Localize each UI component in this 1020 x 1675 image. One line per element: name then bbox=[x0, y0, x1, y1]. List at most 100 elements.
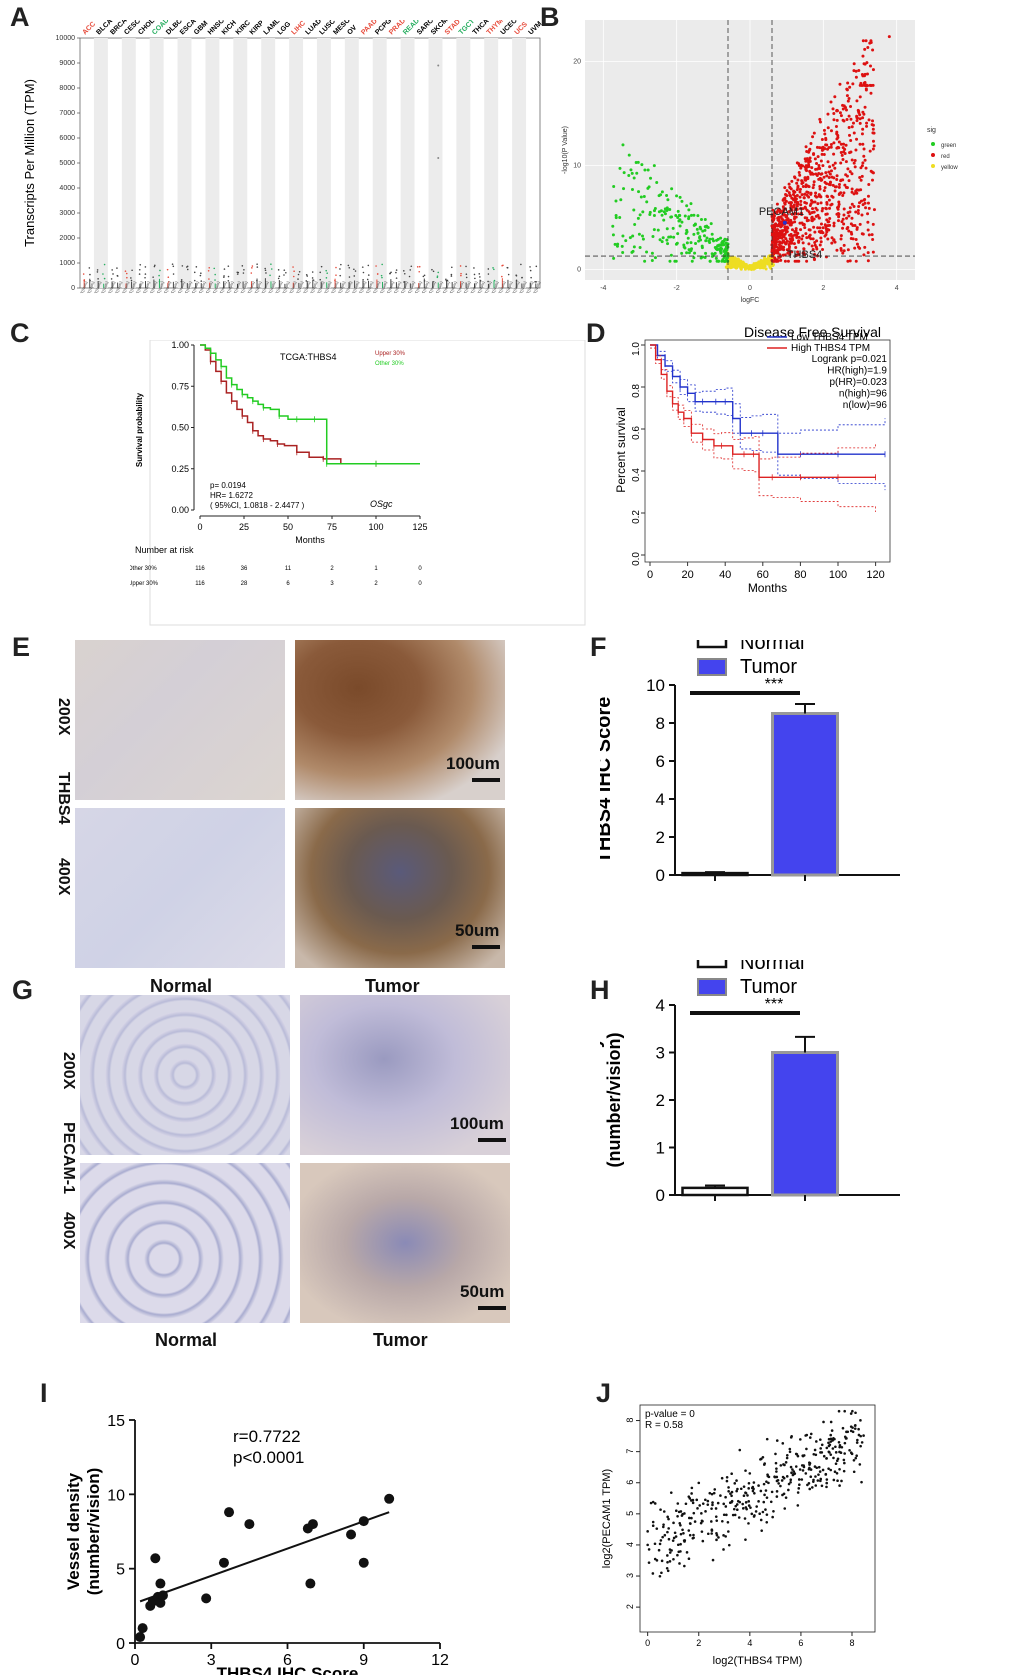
outlier-point bbox=[501, 264, 503, 267]
volcano-point-red bbox=[872, 144, 876, 148]
outlier-point bbox=[529, 266, 531, 268]
legend-stat: p(HR)=0.023 bbox=[829, 377, 887, 388]
x-tick-label: 80 bbox=[794, 569, 806, 581]
outlier-point bbox=[465, 273, 468, 276]
legend-stat: HR(high)=1.9 bbox=[827, 366, 887, 377]
scatter-point bbox=[796, 1454, 800, 1458]
volcano-point-green bbox=[706, 226, 710, 230]
volcano-point-red bbox=[808, 169, 812, 173]
volcano-point-green bbox=[726, 255, 730, 259]
volcano-point-yellow bbox=[763, 256, 767, 260]
scatter-point bbox=[746, 1494, 749, 1497]
scatter-point bbox=[830, 1429, 834, 1432]
scatter-point bbox=[706, 1503, 710, 1506]
row-label-e-400x: 400X bbox=[55, 858, 72, 896]
volcano-point-green bbox=[632, 176, 636, 180]
scatter-point bbox=[841, 1426, 845, 1430]
category-label: KIRC bbox=[235, 20, 252, 36]
scatter-point bbox=[662, 1525, 665, 1529]
volcano-point-red bbox=[871, 131, 875, 135]
panel-label-c: C bbox=[10, 318, 30, 348]
scatter-point bbox=[775, 1490, 779, 1493]
volcano-point-red bbox=[792, 212, 796, 216]
outlier-point bbox=[227, 265, 230, 267]
volcano-point-red bbox=[790, 228, 794, 232]
scatter-point bbox=[697, 1481, 701, 1485]
scatter-point bbox=[765, 1520, 769, 1524]
volcano-point-red bbox=[790, 208, 794, 212]
risk-value: 3 bbox=[330, 581, 334, 587]
volcano-point-red bbox=[819, 240, 823, 244]
volcano-point-red bbox=[855, 114, 859, 118]
outlier-point bbox=[116, 274, 119, 277]
volcano-point-red bbox=[860, 73, 864, 77]
scatter-point bbox=[763, 1493, 766, 1497]
volcano-point-green bbox=[692, 232, 696, 236]
scatter-point bbox=[849, 1451, 853, 1455]
risk-row-label: Other 30% bbox=[130, 566, 157, 572]
volcano-point-green bbox=[659, 209, 663, 213]
volcano-point-red bbox=[800, 193, 804, 197]
x-sublabel: T(num) bbox=[351, 280, 360, 294]
outlier-point bbox=[111, 269, 113, 271]
y-tick-label: 8 bbox=[625, 1418, 635, 1423]
volcano-point-red bbox=[839, 151, 843, 155]
scatter-point bbox=[673, 1531, 677, 1535]
volcano-point-red bbox=[854, 69, 858, 73]
volcano-point-red bbox=[808, 147, 812, 151]
outlier-point bbox=[110, 278, 113, 280]
volcano-point-red bbox=[783, 186, 787, 190]
volcano-point-red bbox=[782, 209, 786, 213]
stat-text: p-value = 0 bbox=[645, 1409, 695, 1420]
scatter-point bbox=[683, 1564, 686, 1568]
volcano-point-red bbox=[797, 171, 801, 175]
volcano-point-red bbox=[841, 146, 845, 150]
scatter-point bbox=[724, 1535, 727, 1538]
scatter-point bbox=[735, 1479, 738, 1482]
volcano-point-green bbox=[639, 195, 643, 199]
volcano-point-red bbox=[869, 169, 873, 173]
volcano-point-red bbox=[839, 247, 843, 251]
volcano-point-red bbox=[864, 88, 868, 92]
volcano-point-red bbox=[777, 255, 781, 259]
y-tick-label: 0 bbox=[71, 285, 75, 292]
outlier-point bbox=[437, 157, 440, 159]
volcano-point-red bbox=[852, 131, 856, 135]
volcano-point-red bbox=[821, 226, 825, 230]
volcano-point-red bbox=[797, 235, 801, 239]
outlier-point bbox=[283, 274, 285, 276]
scatter-point bbox=[793, 1472, 797, 1475]
volcano-point-red bbox=[812, 258, 816, 262]
volcano-point-red bbox=[845, 94, 849, 98]
outlier-point bbox=[242, 272, 245, 274]
scatter-point bbox=[829, 1468, 833, 1472]
scatter-point bbox=[674, 1535, 678, 1538]
volcano-point-green bbox=[699, 227, 703, 231]
scatter-point bbox=[714, 1515, 718, 1518]
volcano-point-green bbox=[655, 181, 659, 185]
outlier-point bbox=[446, 279, 449, 282]
volcano-point-red bbox=[845, 118, 849, 122]
outlier-point bbox=[339, 274, 342, 277]
volcano-point-red bbox=[871, 119, 875, 123]
outlier-point bbox=[487, 273, 490, 275]
volcano-point-red bbox=[856, 209, 860, 213]
volcano-point-red bbox=[850, 202, 854, 206]
scatter-point bbox=[690, 1486, 694, 1490]
volcano-point-red bbox=[848, 85, 852, 89]
scatter-point bbox=[735, 1508, 739, 1512]
volcano-point-green bbox=[638, 213, 642, 217]
scatter-point bbox=[742, 1485, 746, 1488]
outlier-point bbox=[124, 270, 127, 272]
scatter-point bbox=[759, 1518, 763, 1522]
x-tick-label: 100 bbox=[368, 522, 383, 532]
volcano-point-red bbox=[786, 210, 790, 214]
volcano-point-yellow bbox=[767, 257, 771, 261]
volcano-point-yellow bbox=[769, 266, 773, 270]
volcano-point-red bbox=[805, 259, 809, 263]
volcano-point-red bbox=[808, 233, 812, 237]
volcano-point-green bbox=[698, 235, 702, 239]
x-sublabel: T(num) bbox=[107, 280, 116, 294]
volcano-point-yellow bbox=[736, 259, 740, 263]
